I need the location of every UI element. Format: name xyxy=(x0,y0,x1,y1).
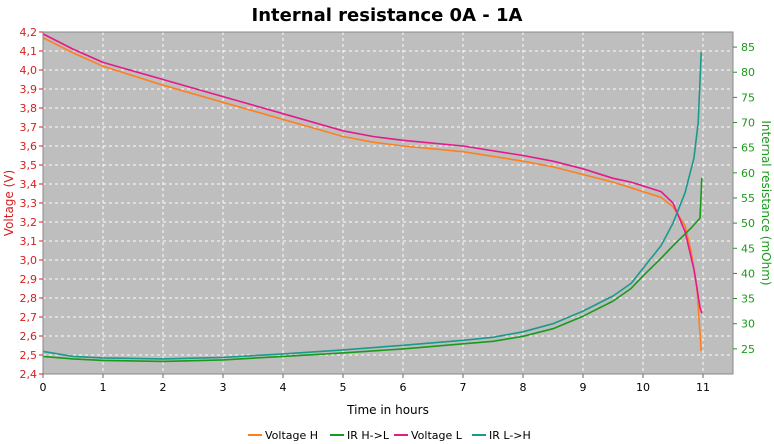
y-left-tick-label: 3,3 xyxy=(20,197,38,210)
y-left-tick-label: 3,7 xyxy=(20,121,38,134)
y-right-axis-ticks: 25 30 35 40 45 50 55 60 65 70 75 80 85 xyxy=(733,41,755,356)
y-left-axis-label: Voltage (V) xyxy=(2,170,16,236)
x-axis-label: Time in hours xyxy=(346,403,429,417)
x-tick-label: 8 xyxy=(520,381,527,394)
y-right-tick-label: 85 xyxy=(741,41,755,54)
y-left-tick-label: 4,1 xyxy=(20,45,38,58)
y-left-tick-label: 2,6 xyxy=(20,330,38,343)
x-tick-label: 2 xyxy=(160,381,167,394)
x-axis-ticks: 0 1 2 3 4 5 6 7 8 9 10 11 xyxy=(40,374,710,394)
y-left-tick-label: 3,6 xyxy=(20,140,38,153)
y-left-tick-label: 3,5 xyxy=(20,159,38,172)
y-left-tick-label: 3,1 xyxy=(20,235,38,248)
series-line-ir-l-h xyxy=(42,52,702,360)
y-right-tick-label: 75 xyxy=(741,91,755,104)
y-left-tick-label: 2,5 xyxy=(20,349,38,362)
x-tick-label: 6 xyxy=(400,381,407,394)
y-left-tick-label: 4,2 xyxy=(20,26,38,39)
y-right-axis-label: Internal resistance (mOhm) xyxy=(759,120,773,285)
chart-title: Internal resistance 0A - 1A xyxy=(252,5,523,26)
legend-label: Voltage H xyxy=(265,429,318,442)
x-tick-label: 11 xyxy=(696,381,710,394)
legend-label: Voltage L xyxy=(411,429,463,442)
series-line-ir-h-l xyxy=(42,177,703,363)
x-tick-label: 7 xyxy=(460,381,467,394)
y-right-tick-label: 45 xyxy=(741,242,755,255)
y-right-tick-label: 35 xyxy=(741,293,755,306)
x-tick-label: 1 xyxy=(100,381,107,394)
y-left-tick-label: 3,4 xyxy=(20,178,38,191)
y-right-tick-label: 60 xyxy=(741,167,755,180)
legend-label: IR L->H xyxy=(489,429,531,442)
y-left-axis-ticks: 2,4 2,5 2,6 2,7 2,8 2,9 3,0 3,1 3,2 3,3 3,4 3,5 3,6 3… xyxy=(20,26,43,381)
grid xyxy=(42,31,733,375)
y-right-tick-label: 25 xyxy=(741,343,755,356)
y-left-tick-label: 2,9 xyxy=(20,273,38,286)
series-line-voltage-h xyxy=(42,36,702,352)
series-layer xyxy=(42,33,703,363)
y-left-tick-label: 3,2 xyxy=(20,216,38,229)
y-left-tick-label: 3,8 xyxy=(20,102,38,115)
x-tick-label: 5 xyxy=(340,381,347,394)
y-left-tick-label: 2,4 xyxy=(20,368,38,381)
y-right-tick-label: 65 xyxy=(741,142,755,155)
y-right-tick-label: 80 xyxy=(741,66,755,79)
x-tick-label: 9 xyxy=(580,381,587,394)
y-right-tick-label: 70 xyxy=(741,117,755,130)
y-left-tick-label: 2,8 xyxy=(20,292,38,305)
legend: Voltage H IR H->L Voltage L IR L->H xyxy=(248,429,531,442)
x-tick-label: 4 xyxy=(280,381,287,394)
x-tick-label: 0 xyxy=(40,381,47,394)
y-left-tick-label: 4,0 xyxy=(20,64,38,77)
x-tick-label: 3 xyxy=(220,381,227,394)
y-right-tick-label: 30 xyxy=(741,318,755,331)
x-tick-label: 10 xyxy=(636,381,650,394)
y-left-tick-label: 2,7 xyxy=(20,311,38,324)
y-right-tick-label: 55 xyxy=(741,192,755,205)
series-line-voltage-l xyxy=(42,33,703,314)
y-right-tick-label: 40 xyxy=(741,267,755,280)
y-right-tick-label: 50 xyxy=(741,217,755,230)
legend-label: IR H->L xyxy=(347,429,390,442)
y-left-tick-label: 3,9 xyxy=(20,83,38,96)
y-left-tick-label: 3,0 xyxy=(20,254,38,267)
